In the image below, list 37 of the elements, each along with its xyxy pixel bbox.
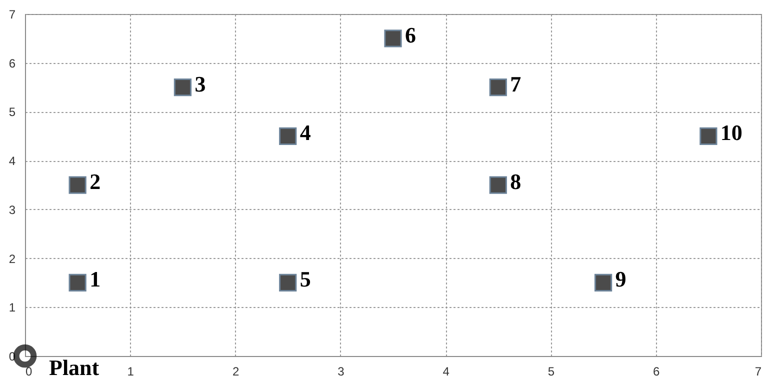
x-tick-label: 7 [754,364,762,378]
x-tick-label: 3 [338,364,345,378]
point [68,274,86,292]
y-tick-label: 3 [8,202,16,217]
point [279,127,297,145]
annotation: 7 [510,71,522,96]
point [68,176,86,194]
point [489,78,507,96]
x-tick-label: 0 [26,364,32,378]
point [700,127,718,145]
x-tick-label: 2 [232,364,240,378]
point [489,176,507,194]
y-tick-label: 4 [8,154,16,168]
annotation: 4 [300,120,311,146]
annotation: 10 [720,120,742,146]
annotation: 3 [194,71,206,96]
point [594,274,612,292]
annotation: 9 [615,266,626,292]
y-tick-label: 6 [8,56,16,70]
point [279,274,297,292]
y-tick-label: 7 [8,8,16,22]
point [384,30,402,48]
y-tick-label: 1 [8,300,16,315]
x-tick-label: 1 [127,364,134,378]
y-tick-label: 2 [8,252,16,266]
x-tick-label: 6 [653,364,660,378]
annotation: 2 [90,169,101,194]
x-tick-label: 5 [548,364,555,378]
x-tick-label: 4 [442,364,450,378]
series-label: Plant [49,355,100,380]
annotation: 6 [405,22,416,48]
annotation: 5 [300,266,311,292]
point [174,78,192,96]
y-tick-label: 5 [8,105,16,120]
point [13,344,37,368]
annotation: 1 [90,266,101,292]
annotation: 8 [510,169,522,194]
